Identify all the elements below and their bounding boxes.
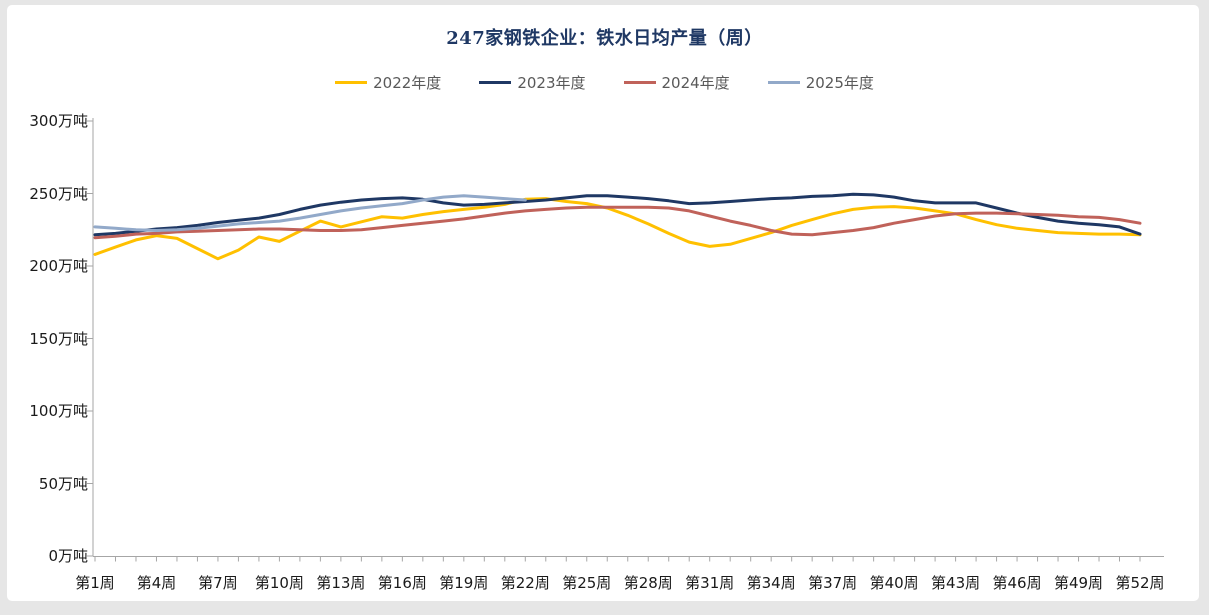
x-axis-label: 第10周	[254, 574, 304, 592]
series-line-2025	[93, 194, 527, 232]
legend-item-2025: 2025年度	[767, 72, 874, 93]
x-axis-label: 第40周	[869, 574, 919, 592]
series-line-2022	[93, 197, 1142, 261]
x-axis-label: 第52周	[1115, 574, 1165, 592]
series-line-2023	[93, 192, 1142, 237]
legend-label: 2024年度	[661, 74, 730, 92]
legend-label: 2025年度	[805, 74, 874, 92]
series-line-2024	[93, 205, 1142, 240]
chart-legend: 2022年度 2023年度 2024年度 2025年度	[0, 72, 1209, 93]
x-axis-label: 第13周	[316, 574, 366, 592]
x-axis-label: 第49周	[1053, 574, 1104, 592]
x-axis-label: 第4周	[136, 574, 177, 592]
legend-line-swatch	[623, 81, 656, 84]
y-axis-label: 200万吨	[29, 257, 88, 275]
x-axis-label: 第46周	[992, 574, 1042, 592]
x-axis-label: 第22周	[500, 574, 550, 592]
x-axis-label: 第43周	[931, 574, 981, 592]
legend-label: 2022年度	[373, 74, 442, 92]
y-axis-label: 50万吨	[38, 474, 88, 493]
x-axis-label: 第25周	[562, 574, 612, 592]
x-axis-label: 第28周	[623, 574, 673, 592]
x-axis-label: 第31周	[685, 574, 735, 592]
x-axis-label: 第16周	[377, 574, 427, 592]
y-axis-label: 150万吨	[29, 329, 88, 348]
x-axis-label: 第37周	[808, 574, 858, 592]
legend-line-swatch	[335, 81, 368, 84]
y-axis-label: 250万吨	[29, 184, 88, 203]
y-axis-label: 100万吨	[29, 402, 88, 420]
chart-title: 247家钢铁企业：铁水日均产量（周）	[446, 28, 763, 49]
legend-item-2024: 2024年度	[623, 72, 730, 93]
y-axis-label: 0万吨	[48, 547, 88, 565]
x-axis-label: 第19周	[439, 574, 489, 592]
x-axis-label: 第7周	[198, 574, 238, 592]
legend-item-2022: 2022年度	[335, 72, 441, 93]
y-axis-label: 300万吨	[29, 112, 88, 130]
chart-panel	[7, 5, 1199, 601]
legend-label: 2023年度	[517, 74, 586, 92]
x-axis-label: 第1周	[75, 574, 115, 592]
legend-item-2023: 2023年度	[479, 72, 586, 93]
legend-line-swatch	[479, 81, 512, 84]
x-axis-label: 第34周	[746, 574, 796, 592]
legend-line-swatch	[767, 81, 800, 84]
